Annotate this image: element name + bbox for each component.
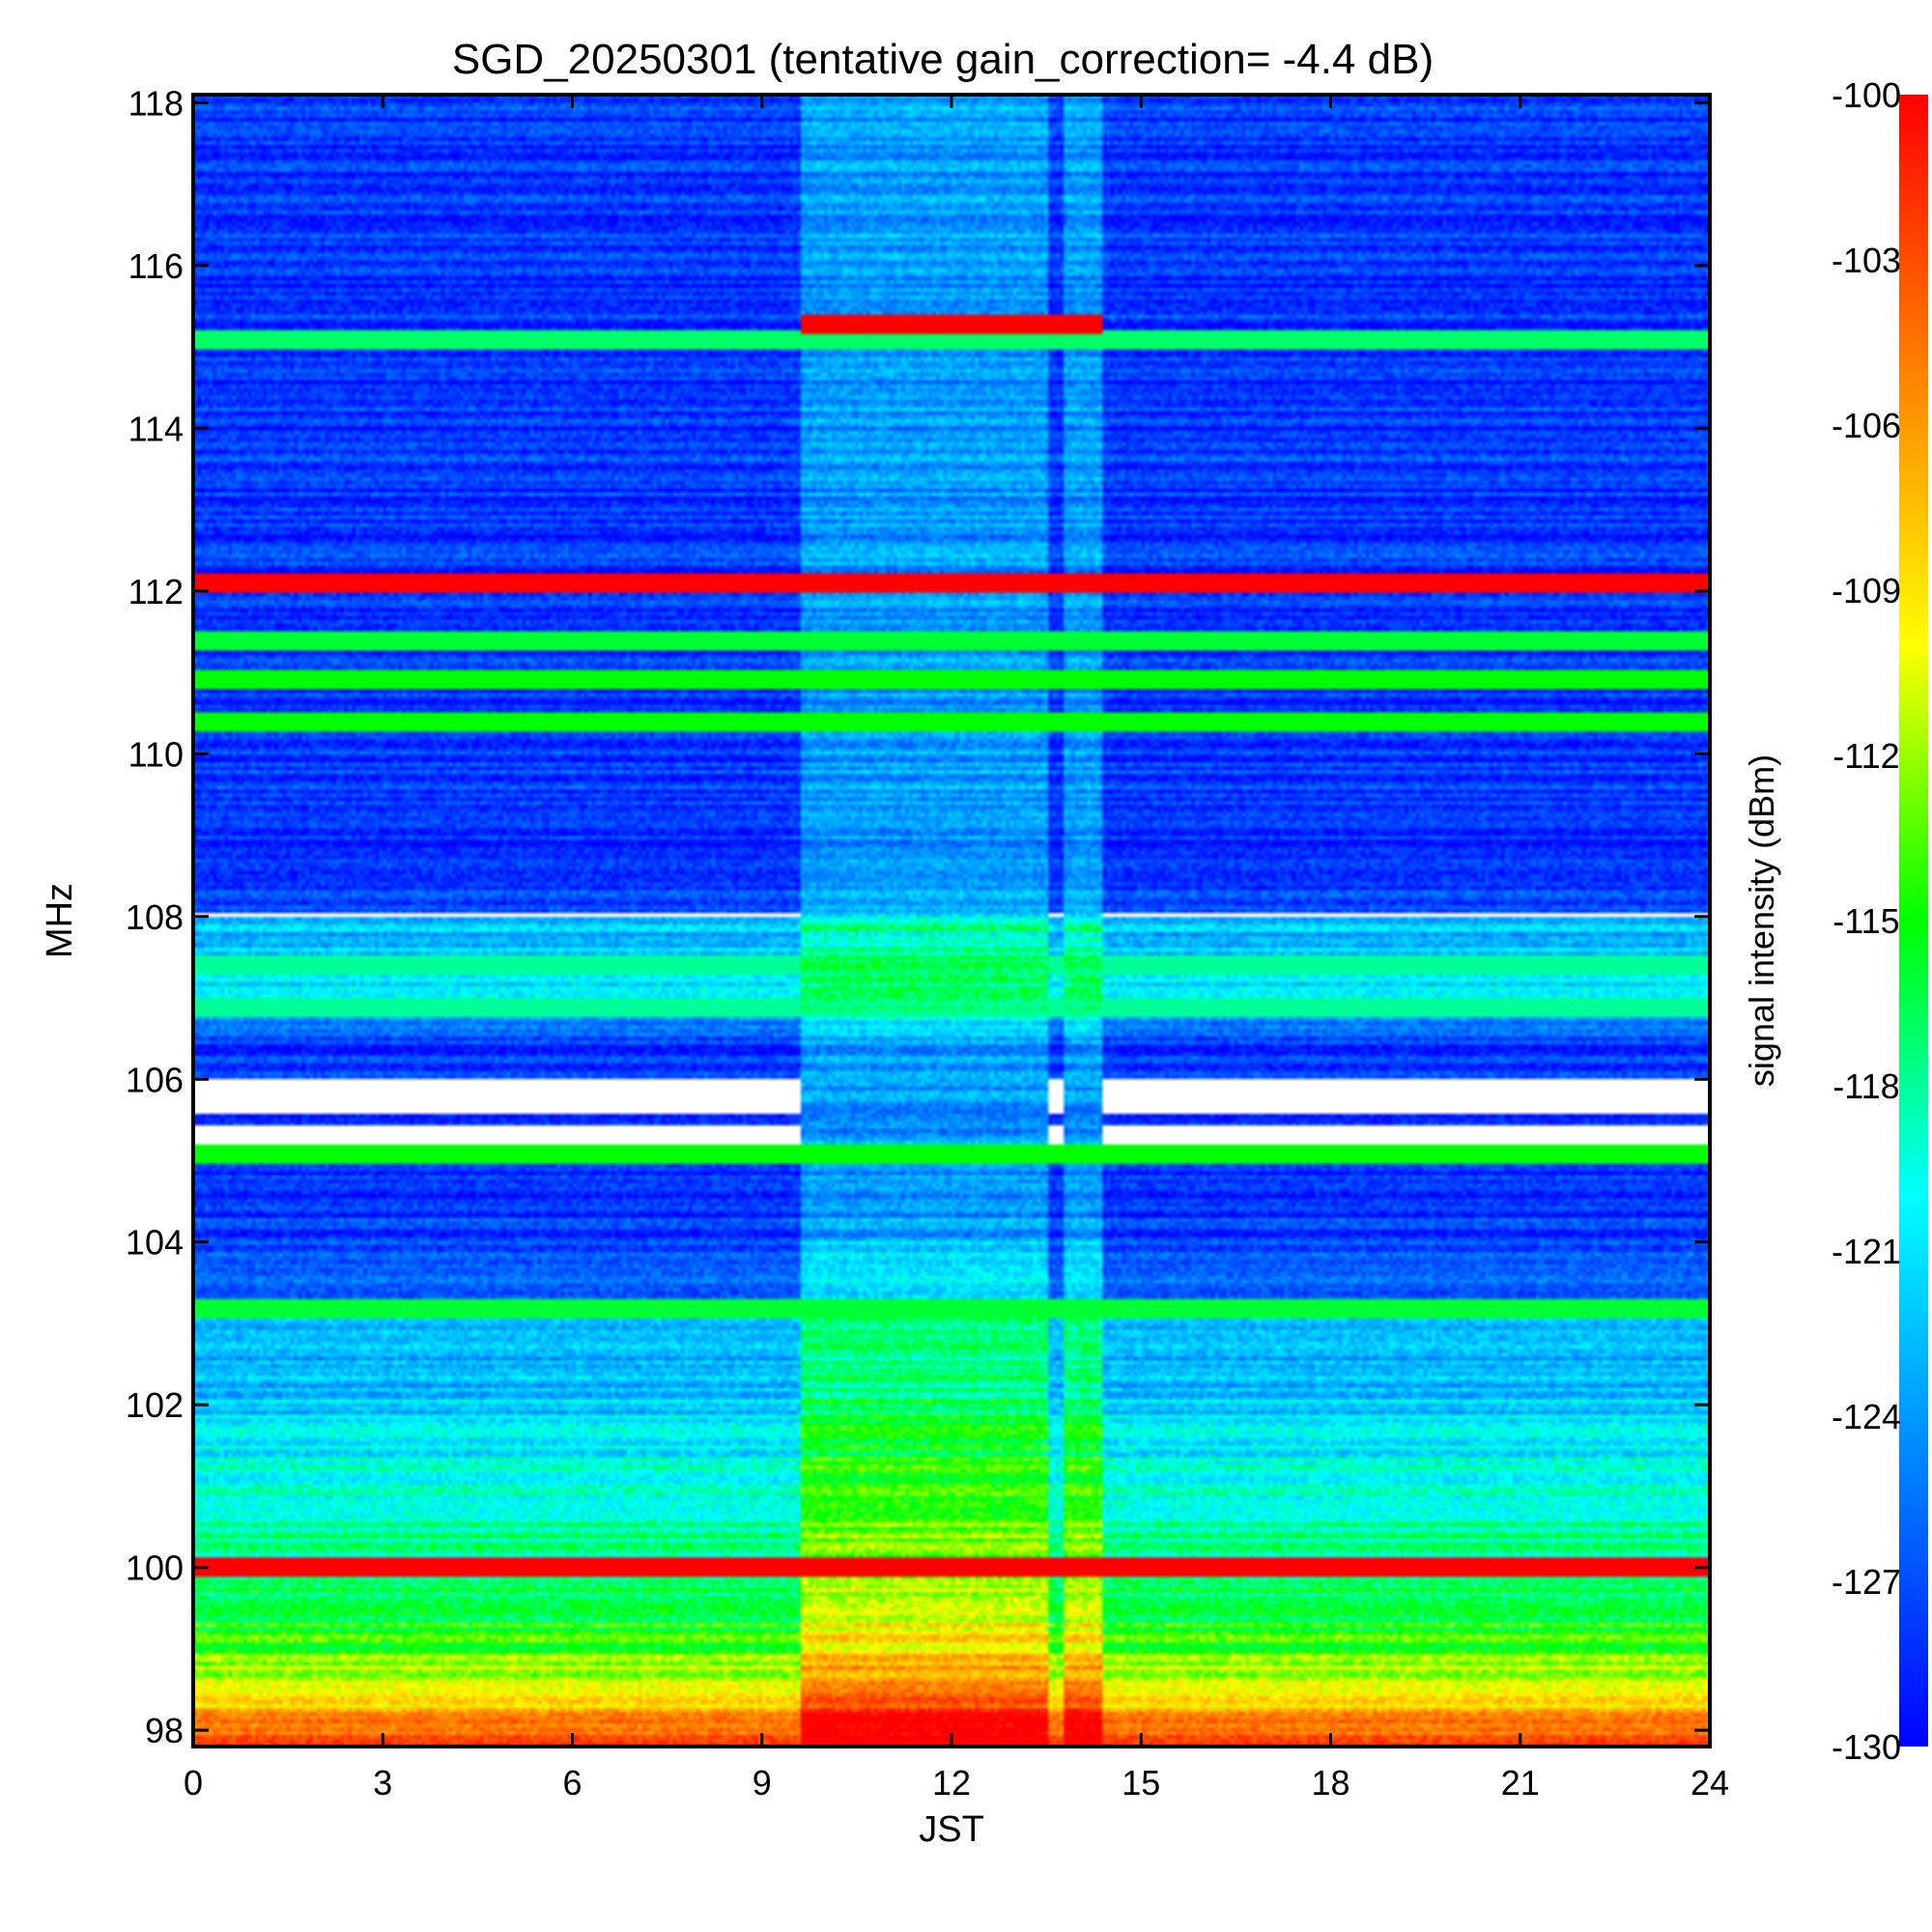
y-tick-label: 112 [128, 572, 184, 611]
x-tick-label: 18 [1311, 1763, 1350, 1803]
y-tick-label: 116 [128, 246, 184, 286]
y-tick-label: 114 [128, 409, 184, 448]
y-tick-label: 106 [126, 1060, 184, 1099]
x-axis: 0 3 6 9 12 15 18 21 24 [184, 95, 1729, 1803]
colorbar-tick-label: -109 [1832, 571, 1901, 611]
x-tick-label: 21 [1501, 1763, 1540, 1803]
x-tick-label: 12 [932, 1763, 971, 1803]
y-tick-label: 108 [126, 897, 184, 937]
chart-title: SGD_20250301 (tentative gain_correction=… [452, 36, 1434, 83]
colorbar: -100 -103 -106 -109 -112 -115 -118 -121 -124 -127… [1742, 75, 1928, 1767]
colorbar-tick-label: -100 [1832, 75, 1901, 115]
colorbar-tick-label: -103 [1832, 241, 1901, 280]
y-tick-label: 100 [126, 1548, 184, 1588]
x-tick-label: 6 [562, 1763, 582, 1803]
colorbar-tick-label: -130 [1832, 1727, 1901, 1767]
heatmap-image [193, 95, 1710, 1747]
x-axis-label: JST [919, 1809, 984, 1850]
y-tick-label: 104 [126, 1223, 184, 1263]
colorbar-tick-label: -127 [1832, 1562, 1901, 1602]
colorbar-tick-label: -121 [1832, 1232, 1901, 1271]
colorbar-tick-label: -115 [1833, 901, 1899, 941]
y-axis: 98 100 102 104 106 108 110 112 114 116 118 [126, 83, 1710, 1750]
colorbar-tick-label: -124 [1832, 1397, 1901, 1436]
x-tick-label: 3 [373, 1763, 392, 1803]
x-tick-label: 0 [184, 1763, 203, 1803]
y-tick-label: 102 [126, 1385, 184, 1425]
y-tick-label: 118 [128, 83, 184, 123]
y-axis-label: MHz [40, 883, 80, 958]
x-tick-label: 24 [1690, 1763, 1729, 1803]
colorbar-tick-label: -112 [1833, 736, 1899, 776]
plot-area [191, 93, 1712, 1748]
colorbar-tick-label: -118 [1833, 1066, 1899, 1106]
x-tick-label: 15 [1122, 1763, 1160, 1803]
x-tick-label: 9 [753, 1763, 772, 1803]
colorbar-tick-label: -106 [1832, 406, 1901, 445]
y-tick-label: 98 [145, 1711, 184, 1750]
colorbar-label: signal intensity (dBm) [1742, 754, 1781, 1087]
colorbar-ticks: -100 -103 -106 -109 -112 -115 -118 -121 -124 -127… [1832, 75, 1901, 1767]
y-tick-label: 110 [128, 734, 184, 774]
colorbar-gradient [1899, 95, 1928, 1747]
